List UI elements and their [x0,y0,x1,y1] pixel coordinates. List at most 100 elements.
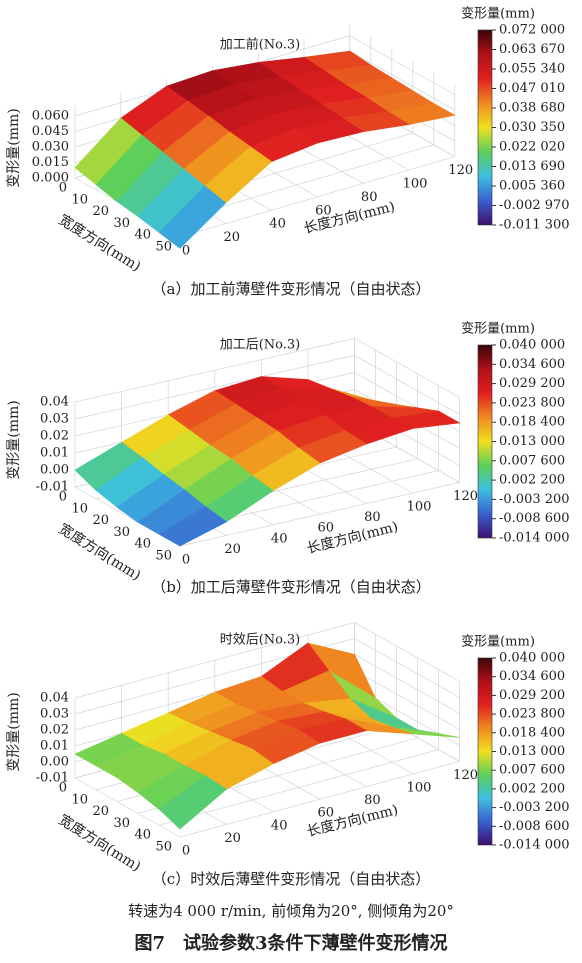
colorbar-tick-label: -0.003 200 [499,800,570,815]
grid-line [354,622,460,682]
colorbar-title: 变形量(mm) [461,634,535,650]
y-tick-label: 30 [113,216,130,231]
z-tick-label: 0.00 [40,755,69,770]
z-tick-label: 0.01 [40,739,69,754]
surface-cell [158,506,228,547]
z-tick-label: 0.000 [32,171,69,186]
colorbar-tick-label: -0.014 000 [499,838,570,853]
colorbar [477,657,493,846]
colorbar-tick-label: -0.002 970 [499,198,570,213]
colorbar-tick-label: 0.018 400 [499,725,565,740]
y-tick-label: 50 [155,840,172,855]
x-tick-label: 0 [182,844,190,859]
x-tick-label: 60 [315,203,332,218]
z-axis-label: 变形量(mm) [6,692,22,771]
colorbar [477,344,493,539]
z-axis-label: 变形量(mm) [6,108,22,187]
colorbar-tick-label: 0.029 200 [499,376,565,391]
surface-cell [158,185,227,249]
colorbar-title: 变形量(mm) [461,6,535,22]
colorbar-tick-label: 0.023 800 [499,707,565,722]
colorbar-tick-label: 0.072 000 [499,23,565,38]
grid-line [354,638,460,698]
colorbar-tick-label: 0.040 000 [499,338,565,353]
y-tick-label: 20 [92,204,109,219]
y-tick-label: 40 [134,828,151,843]
z-tick-label: 0.045 [32,124,69,139]
z-tick-label: 0.060 [32,109,69,124]
colorbar-tick-label: 0.002 200 [499,473,565,488]
z-tick-label: 0.01 [40,446,69,461]
y-tick-label: 0 [59,490,67,505]
caption: （b）加工后薄壁件变形情况（自由状态） [151,578,431,596]
z-axis-label: 变形量(mm) [6,400,22,479]
y-tick-label: 40 [134,537,151,552]
colorbar-tick-label: 0.040 000 [499,651,565,666]
x-tick-label: 60 [318,521,335,536]
y-tick-label: 20 [92,804,109,819]
grid-line [354,338,460,398]
x-tick-label: 40 [271,818,288,833]
colorbar-tick-label: 0.007 600 [499,763,565,778]
colorbar-tick-label: 0.013 000 [499,434,565,449]
x-tick-label: 20 [224,542,241,557]
y-tick-label: 30 [113,525,130,540]
chart-title: 加工前(No.3) [220,37,301,53]
grid-line [349,50,455,111]
y-axis-label: 宽度方向(mm) [56,211,144,275]
grid-line [354,654,460,714]
z-tick-label: 0.02 [40,723,69,738]
x-tick-label: 20 [224,831,241,846]
colorbar-tick-label: 0.018 400 [499,415,565,430]
x-tick-label: 80 [364,793,381,808]
grid-line [354,355,460,415]
colorbar-tick-label: 0.023 800 [499,395,565,410]
colorbar-tick-label: -0.008 600 [499,819,570,834]
colorbar-tick-label: -0.014 000 [499,531,570,546]
z-tick-label: 0.02 [40,429,69,444]
note: 转速为4 000 r/min, 前倾角为20°, 侧倾角为20° [128,902,454,920]
x-tick-label: 40 [269,217,286,232]
colorbar-tick-label: 0.029 200 [499,688,565,703]
colorbar-tick-label: 0.005 360 [499,179,565,194]
colorbar-tick-label: 0.030 350 [499,120,565,135]
colorbar-tick-label: -0.003 200 [499,492,570,507]
colorbar-tick-label: 0.034 600 [499,669,565,684]
x-tick-label: 100 [403,177,428,192]
colorbar-tick-label: -0.008 600 [499,511,570,526]
y-axis-label: 宽度方向(mm) [56,520,144,584]
x-tick-label: 100 [407,781,432,796]
z-tick-label: -0.01 [36,480,69,495]
colorbar-tick-label: 0.013 000 [499,744,565,759]
chart-title: 加工后(No.3) [220,338,301,353]
colorbar-tick-label: 0.063 670 [499,42,565,57]
z-tick-label: 0.015 [32,155,69,170]
z-tick-label: 0.030 [32,140,69,155]
z-tick-label: 0.04 [40,395,69,410]
y-axis-label: 宽度方向(mm) [56,811,144,875]
z-tick-label: 0.00 [40,463,69,478]
y-tick-label: 40 [134,228,151,243]
colorbar [477,29,493,226]
grid-line [74,622,355,699]
y-tick-label: 0 [59,181,67,196]
x-tick-label: 80 [364,510,381,525]
x-tick-label: 0 [182,244,190,259]
grid-line [74,338,355,403]
colorbar-tick-label: 0.055 340 [499,62,565,77]
y-tick-label: 50 [155,549,172,564]
y-tick-label: 20 [92,513,109,528]
grid-line [349,35,455,95]
x-tick-label: 40 [271,531,288,546]
y-tick-label: 10 [71,792,88,807]
grid-line [179,761,460,838]
chart-title: 时效后(No.3) [220,633,301,648]
x-tick-label: 120 [448,163,473,178]
colorbar-tick-label: 0.002 200 [499,781,565,796]
grid-line [158,749,439,826]
z-tick-label: 0.03 [40,707,69,722]
y-tick-label: 10 [71,501,88,516]
colorbar-tick-label: 0.013 690 [499,159,565,174]
